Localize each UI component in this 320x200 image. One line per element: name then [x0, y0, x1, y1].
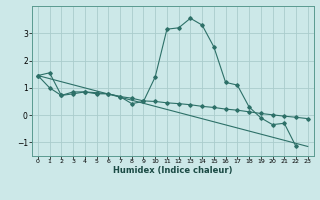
- X-axis label: Humidex (Indice chaleur): Humidex (Indice chaleur): [113, 166, 233, 175]
